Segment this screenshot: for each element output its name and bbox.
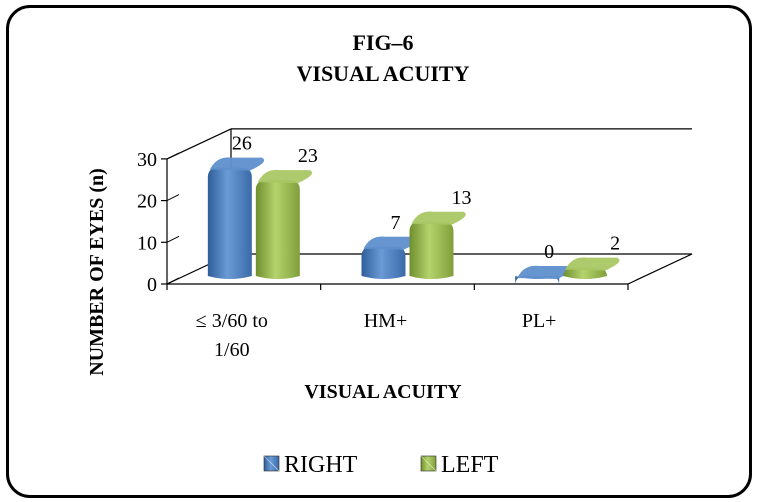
- bar-left-0: [255, 169, 313, 279]
- data-label-right-1: 7: [391, 212, 401, 234]
- bar-right-1: [361, 236, 418, 279]
- bar-right-2: [515, 265, 572, 286]
- data-label-left-1: 13: [452, 187, 472, 209]
- y-tick-diagonal: [166, 277, 180, 285]
- bar-left-1: [409, 211, 466, 279]
- legend-label: LEFT: [441, 452, 499, 478]
- y-tick-label: 10: [137, 232, 157, 254]
- bar-right-0: [207, 157, 265, 279]
- x-tick-label-2: PL+: [522, 310, 557, 332]
- legend-item-right: RIGHT: [263, 452, 358, 478]
- y-tick-diagonal: [166, 152, 180, 160]
- y-axis-label: NUMBER OF EYES (n): [86, 168, 108, 376]
- x-tick-label-1: HM+: [364, 310, 408, 332]
- legend-item-left: LEFT: [420, 452, 499, 478]
- x-axis-label: VISUAL ACUITY: [304, 381, 462, 403]
- y-tick-diagonal: [166, 235, 180, 243]
- x-tick-label-0: ≤ 3/60 to 1/60: [196, 310, 268, 361]
- y-tick-diagonal: [166, 194, 180, 202]
- bar-left-2: [563, 257, 620, 279]
- data-label-left-0: 23: [298, 145, 318, 167]
- chart-title: FIG–6: [352, 30, 413, 55]
- chart-subtitle: VISUAL ACUITY: [297, 61, 470, 86]
- data-label-right-0: 26: [232, 133, 252, 155]
- data-label-left-2: 2: [610, 233, 620, 255]
- legend-label: RIGHT: [284, 452, 358, 478]
- y-tick-label: 20: [137, 191, 157, 213]
- y-tick-label: 30: [137, 149, 157, 171]
- y-tick-label: 0: [147, 274, 157, 296]
- data-label-right-2: 0: [544, 241, 554, 263]
